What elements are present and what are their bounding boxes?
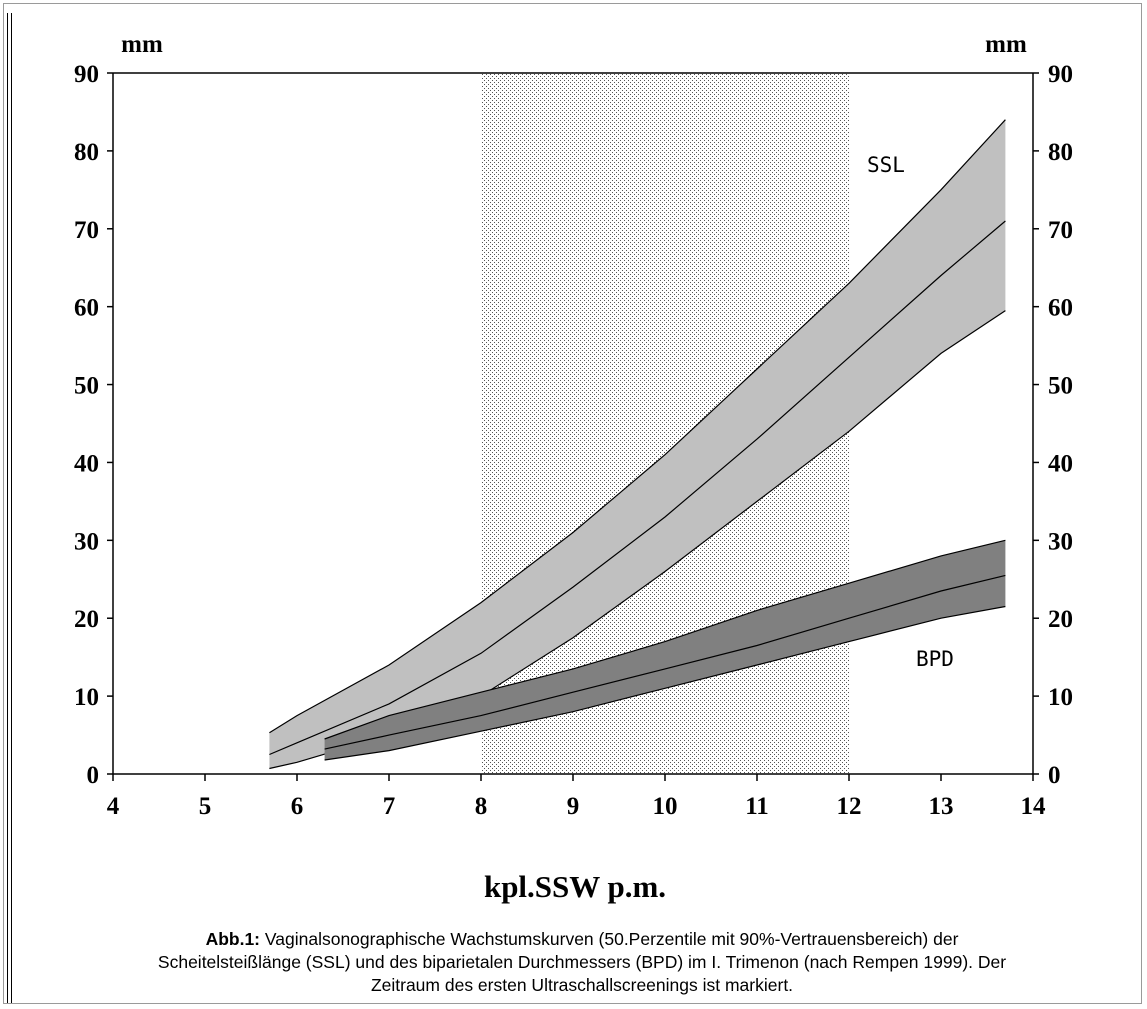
- y-tick-label-right-70: 70: [1048, 217, 1073, 244]
- ssl-median-line: [269, 220, 1006, 756]
- x-tick-label-12: 12: [837, 793, 862, 820]
- x-tick-label-11: 11: [745, 793, 769, 820]
- y-tick-label-left-90: 90: [74, 61, 99, 88]
- y-tick-label-right-10: 10: [1048, 684, 1073, 711]
- y-tick-label-right-80: 80: [1048, 139, 1073, 166]
- y-tick-label-right-40: 40: [1048, 450, 1073, 477]
- ssl-upper-line: [269, 119, 1006, 734]
- left-border-rule-inner: [11, 13, 12, 1003]
- y-tick-label-right-0: 0: [1048, 762, 1061, 789]
- bpd-median-line: [324, 574, 1006, 750]
- x-tick-label-5: 5: [199, 793, 212, 820]
- y-tick-label-left-20: 20: [74, 606, 99, 633]
- caption-label: Abb.1:: [205, 929, 261, 949]
- bpd-upper-line: [324, 539, 1006, 740]
- figure-caption: Abb.1: Vaginalsonographische Wachstumsku…: [12, 928, 1147, 997]
- y-axis-left-unit: mm: [121, 31, 163, 58]
- x-tick-label-9: 9: [567, 793, 580, 820]
- y-tick-label-left-50: 50: [74, 373, 99, 400]
- x-tick-label-10: 10: [653, 793, 678, 820]
- y-tick-label-left-10: 10: [74, 684, 99, 711]
- y-tick-label-right-30: 30: [1048, 528, 1073, 555]
- caption-line-2: Scheitelsteißlänge (SSL) und des biparie…: [157, 952, 1007, 972]
- y-tick-label-right-20: 20: [1048, 606, 1073, 633]
- y-tick-label-left-0: 0: [87, 762, 100, 789]
- y-tick-label-left-80: 80: [74, 139, 99, 166]
- y-tick-label-right-60: 60: [1048, 295, 1073, 322]
- bpd-series-label: BPD: [916, 647, 954, 671]
- x-tick-label-8: 8: [475, 793, 488, 820]
- x-tick-label-13: 13: [929, 793, 954, 820]
- bpd-lower-line: [324, 605, 1006, 761]
- y-tick-label-left-30: 30: [74, 528, 99, 555]
- y-tick-label-left-60: 60: [74, 295, 99, 322]
- growth-chart: 0 10 20 30 40 50 60 70 80 90 0 10 20 30 40 50 60 70 80 90 4 5…: [74, 31, 1073, 904]
- y-tick-label-left-40: 40: [74, 450, 99, 477]
- caption-line-3: Zeitraum des ersten Ultraschallscreening…: [370, 975, 794, 995]
- x-tick-label-14: 14: [1021, 793, 1047, 820]
- bpd-confidence-band: [324, 540, 1006, 760]
- y-axis-right-unit: mm: [985, 31, 1027, 58]
- x-axis-title: kpl.SSW p.m.: [484, 869, 666, 904]
- ssl-confidence-band: [269, 119, 1006, 769]
- ssl-series-label: SSL: [867, 153, 905, 177]
- caption-text: Vaginalsonographische Wachstumskurven (5…: [260, 929, 959, 949]
- x-tick-label-4: 4: [107, 793, 120, 820]
- left-border-rule: [7, 13, 8, 1003]
- x-tick-label-6: 6: [291, 793, 304, 820]
- x-tick-label-7: 7: [383, 793, 396, 820]
- y-tick-label-left-70: 70: [74, 217, 99, 244]
- y-tick-label-right-90: 90: [1048, 61, 1073, 88]
- caption-line-1: Abb.1: Vaginalsonographische Wachstumsku…: [12, 928, 1147, 951]
- y-tick-label-right-50: 50: [1048, 373, 1073, 400]
